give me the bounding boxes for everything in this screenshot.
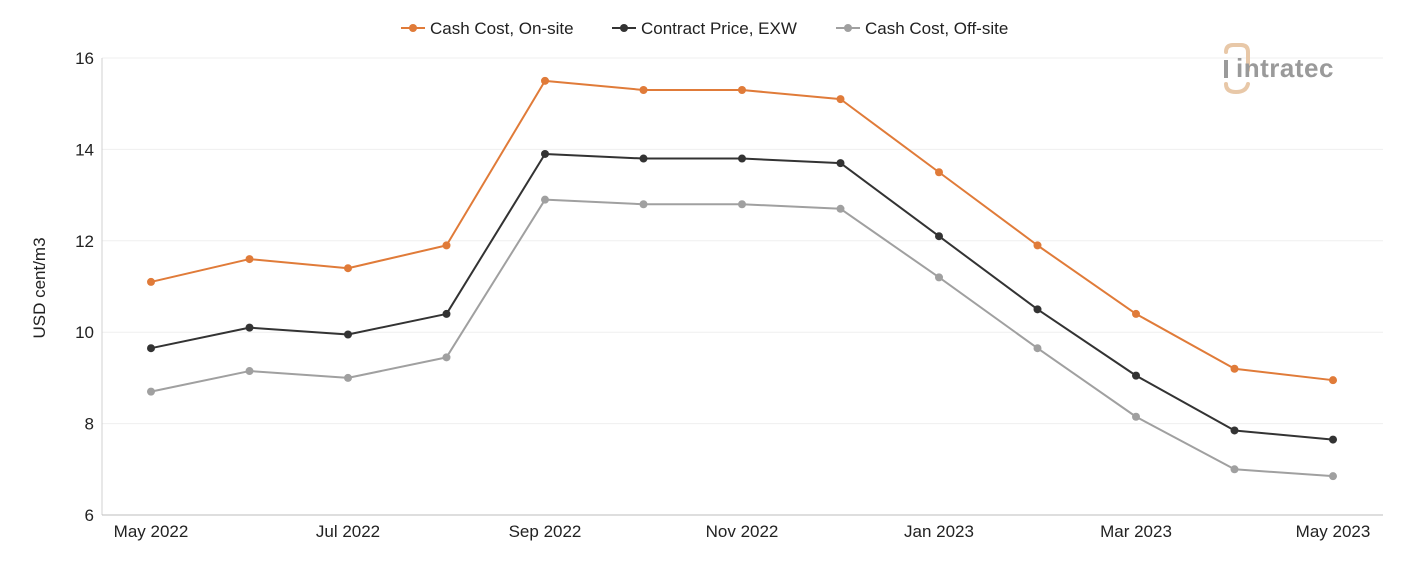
legend-swatch-marker — [409, 24, 417, 32]
logo-text: intratec — [1236, 53, 1334, 83]
data-point — [1329, 376, 1337, 385]
legend-label: Cash Cost, Off-site — [865, 19, 1008, 38]
legend-label: Cash Cost, On-site — [430, 19, 574, 38]
data-point — [836, 204, 845, 213]
data-point — [1329, 435, 1337, 444]
data-point — [245, 255, 254, 264]
data-point — [344, 373, 352, 382]
gridlines — [102, 57, 1383, 425]
data-point — [1132, 309, 1140, 318]
legend-swatch-marker — [844, 24, 852, 32]
data-point — [442, 241, 451, 250]
y-tick-label: 8 — [85, 415, 94, 434]
data-point — [541, 195, 549, 204]
data-point — [935, 273, 943, 282]
x-tick-label: Nov 2022 — [706, 522, 779, 541]
series-line — [150, 79, 1334, 382]
y-tick-label: 6 — [85, 506, 94, 525]
data-point — [147, 387, 155, 396]
y-tick-label: 10 — [75, 323, 94, 342]
data-point — [245, 367, 254, 376]
legend-item: Cash Cost, On-site — [401, 19, 574, 38]
data-point — [147, 344, 155, 353]
x-tick-label: Jan 2023 — [904, 522, 974, 541]
data-point — [738, 154, 746, 163]
data-point — [442, 309, 451, 318]
data-point — [738, 200, 746, 209]
data-point — [541, 76, 549, 85]
series-1 — [147, 149, 1337, 444]
y-tick-label: 14 — [75, 140, 94, 159]
data-point — [541, 149, 549, 158]
y-axis-label: USD cent/m3 — [30, 237, 49, 338]
x-tick-label: May 2023 — [1296, 522, 1371, 541]
x-tick-label: May 2022 — [114, 522, 189, 541]
data-point — [935, 232, 943, 241]
data-point — [1033, 344, 1042, 353]
legend-label: Contract Price, EXW — [641, 19, 797, 38]
data-point — [1033, 241, 1042, 250]
data-point — [836, 95, 845, 104]
data-point — [836, 159, 845, 168]
data-point — [639, 200, 648, 209]
data-point — [935, 168, 943, 177]
legend: Cash Cost, On-site Contract Price, EXW Cas… — [401, 19, 1008, 38]
series-0 — [147, 76, 1337, 385]
intratec-logo: intratec — [1224, 43, 1334, 95]
y-tick-label: 12 — [75, 232, 94, 251]
data-point — [1230, 465, 1239, 474]
legend-item: Contract Price, EXW — [612, 19, 797, 38]
data-point — [738, 85, 746, 94]
series-lines — [147, 76, 1337, 481]
x-tick-label: Mar 2023 — [1100, 522, 1172, 541]
data-point — [147, 277, 155, 286]
axes: 6 8 10 12 14 16 May 2022 Jul 2022 Sep 2022 Nov 20… — [75, 49, 1383, 541]
data-point — [1230, 426, 1239, 435]
x-tick-label: Jul 2022 — [316, 522, 380, 541]
data-point — [639, 154, 648, 163]
legend-swatch-marker — [620, 24, 628, 32]
data-point — [639, 85, 648, 94]
intratec-logo-icon — [1224, 43, 1250, 95]
data-point — [442, 353, 451, 362]
legend-item: Cash Cost, Off-site — [836, 19, 1008, 38]
data-point — [245, 323, 254, 332]
data-point — [1230, 364, 1239, 373]
series-2 — [147, 195, 1337, 481]
data-point — [344, 330, 352, 339]
data-point — [1132, 371, 1140, 380]
data-point — [1033, 305, 1042, 314]
x-tick-label: Sep 2022 — [509, 522, 582, 541]
data-point — [1132, 412, 1140, 421]
y-tick-label: 16 — [75, 49, 94, 68]
series-line — [150, 152, 1334, 441]
data-point — [1329, 472, 1337, 481]
data-point — [344, 264, 352, 273]
